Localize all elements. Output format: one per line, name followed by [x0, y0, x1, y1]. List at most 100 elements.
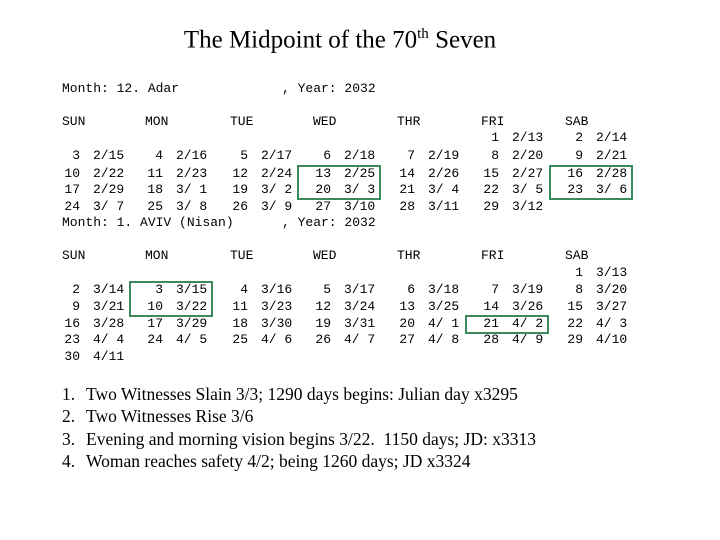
date: 2/24: [261, 166, 293, 181]
day-number: 6: [323, 148, 331, 163]
date: 3/ 1: [176, 182, 208, 197]
day-number: 21: [483, 316, 499, 331]
day-number: 13: [399, 299, 415, 314]
date: 3/26: [512, 299, 544, 314]
day-number: 22: [567, 316, 583, 331]
day-header: THR: [397, 114, 421, 129]
date: 3/14: [93, 282, 125, 297]
date: 3/28: [93, 316, 125, 331]
month-label: Month: 1. AVIV (Nisan): [62, 215, 234, 230]
day-number: 27: [315, 199, 331, 214]
date: 3/ 4: [428, 182, 460, 197]
day-number: 3: [155, 282, 163, 297]
date: 3/16: [261, 282, 293, 297]
highlight-box: [465, 315, 549, 334]
day-number: 9: [575, 148, 583, 163]
date: 2/15: [93, 148, 125, 163]
date: 4/ 5: [176, 332, 208, 347]
date: 3/21: [93, 299, 125, 314]
date: 3/10: [344, 199, 376, 214]
day-header: MON: [145, 114, 169, 129]
day-number: 17: [147, 316, 163, 331]
day-number: 25: [232, 332, 248, 347]
day-number: 25: [147, 199, 163, 214]
day-number: 5: [240, 148, 248, 163]
date: 3/19: [512, 282, 544, 297]
day-number: 11: [147, 166, 163, 181]
day-number: 23: [567, 182, 583, 197]
date: 2/17: [261, 148, 293, 163]
title: The Midpoint of the 70th Seven: [0, 26, 680, 54]
day-number: 14: [483, 299, 499, 314]
date: 4/10: [596, 332, 628, 347]
day-number: 20: [399, 316, 415, 331]
day-header: TUE: [230, 114, 254, 129]
day-number: 6: [407, 282, 415, 297]
day-number: 11: [232, 299, 248, 314]
date: 2/20: [512, 148, 544, 163]
day-number: 18: [147, 182, 163, 197]
day-number: 14: [399, 166, 415, 181]
day-header: MON: [145, 248, 169, 263]
day-number: 3: [72, 148, 80, 163]
date: 3/ 9: [261, 199, 293, 214]
date: 3/15: [176, 282, 208, 297]
day-number: 26: [315, 332, 331, 347]
day-header: SUN: [62, 248, 86, 263]
date: 2/14: [596, 130, 628, 145]
day-number: 4: [240, 282, 248, 297]
day-number: 16: [567, 166, 583, 181]
date: 3/17: [344, 282, 376, 297]
day-number: 1: [575, 265, 583, 280]
day-header: FRI: [481, 248, 505, 263]
date: 2/27: [512, 166, 544, 181]
date: 2/23: [176, 166, 208, 181]
day-number: 10: [147, 299, 163, 314]
date: 3/ 2: [261, 182, 293, 197]
day-number: 28: [399, 199, 415, 214]
day-number: 12: [315, 299, 331, 314]
day-number: 26: [232, 199, 248, 214]
day-header: SUN: [62, 114, 86, 129]
date: 3/27: [596, 299, 628, 314]
day-number: 15: [483, 166, 499, 181]
date: 2/16: [176, 148, 208, 163]
day-number: 22: [483, 182, 499, 197]
date: 2/25: [344, 166, 376, 181]
day-number: 2: [575, 130, 583, 145]
date: 4/ 1: [428, 316, 460, 331]
date: 2/28: [596, 166, 628, 181]
note-number: 1.: [62, 384, 76, 404]
day-header: FRI: [481, 114, 505, 129]
date: 4/ 9: [512, 332, 544, 347]
title-main: The Midpoint of the 70: [183, 26, 418, 54]
date: 3/ 7: [93, 199, 125, 214]
day-number: 27: [399, 332, 415, 347]
day-number: 21: [399, 182, 415, 197]
date: 4/ 6: [261, 332, 293, 347]
highlight-box: [297, 165, 381, 200]
day-header: SAB: [565, 114, 589, 129]
note-text: Two Witnesses Rise 3/6: [86, 406, 254, 426]
date: 3/25: [428, 299, 460, 314]
day-number: 29: [483, 199, 499, 214]
date: 3/12: [512, 199, 544, 214]
date: 2/21: [596, 148, 628, 163]
date: 4/ 4: [93, 332, 125, 347]
date: 3/24: [344, 299, 376, 314]
day-number: 8: [491, 148, 499, 163]
title-end: Seven: [428, 26, 497, 54]
day-number: 4: [155, 148, 163, 163]
day-number: 15: [567, 299, 583, 314]
note-number: 4.: [62, 451, 76, 471]
date: 4/ 3: [596, 316, 628, 331]
date: 3/ 3: [344, 182, 376, 197]
date: 3/23: [261, 299, 293, 314]
date: 4/11: [93, 349, 125, 364]
day-number: 18: [232, 316, 248, 331]
date: 3/20: [596, 282, 628, 297]
date: 3/ 8: [176, 199, 208, 214]
day-number: 24: [64, 199, 80, 214]
note-text: Woman reaches safety 4/2; being 1260 day…: [86, 451, 471, 471]
date: 2/29: [93, 182, 125, 197]
